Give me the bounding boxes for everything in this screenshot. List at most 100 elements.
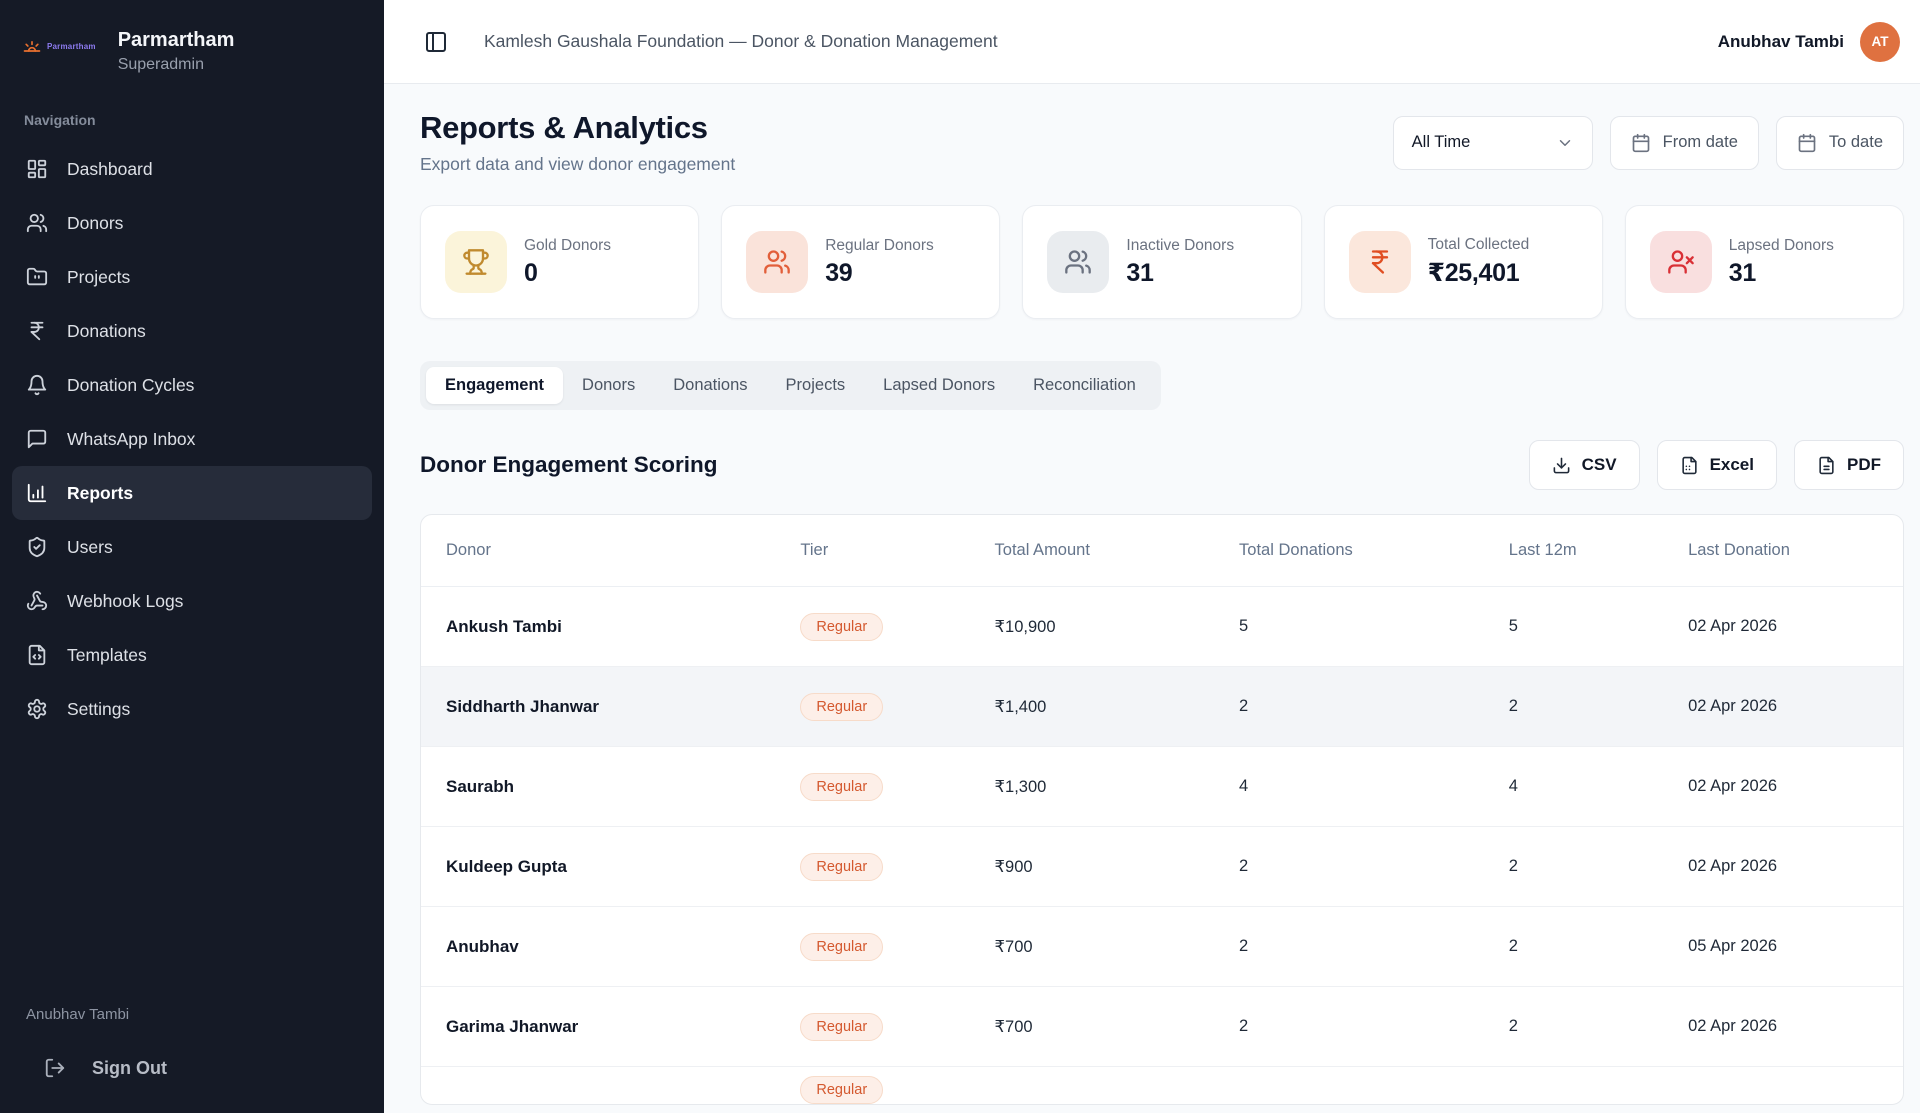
table-row[interactable]: Kuldeep Gupta Regular ₹900 2 2 02 Apr 20… [421, 827, 1903, 907]
sidebar: Parmartham Parmartham Superadmin Navigat… [0, 0, 384, 1113]
topbar-user-block[interactable]: Anubhav Tambi AT [1718, 22, 1900, 62]
tab-projects[interactable]: Projects [767, 367, 865, 404]
sidebar-item-donation-cycles[interactable]: Donation Cycles [12, 358, 372, 412]
sidebar-item-donors[interactable]: Donors [12, 196, 372, 250]
sidebar-toggle-button[interactable] [424, 29, 450, 55]
page-title-block: Reports & Analytics Export data and view… [420, 110, 735, 175]
tier-badge: Regular [800, 1013, 883, 1041]
sidebar-item-users[interactable]: Users [12, 520, 372, 574]
users-icon [26, 212, 48, 234]
tab-reconciliation[interactable]: Reconciliation [1014, 367, 1155, 404]
tab-lapsed-donors[interactable]: Lapsed Donors [864, 367, 1014, 404]
stat-card-total-collected: Total Collected ₹25,401 [1324, 205, 1603, 319]
sidebar-item-whatsapp-inbox[interactable]: WhatsApp Inbox [12, 412, 372, 466]
page-header: Reports & Analytics Export data and view… [420, 110, 1904, 175]
last-12m-cell: 2 [1509, 827, 1688, 907]
export-csv-button[interactable]: CSV [1529, 440, 1640, 490]
stat-label: Total Collected [1428, 236, 1530, 254]
rupee-icon [26, 320, 48, 342]
period-select[interactable]: All Time [1393, 116, 1593, 170]
total-donations-cell: 2 [1239, 667, 1509, 747]
table-row-partial[interactable]: Regular [421, 1067, 1903, 1105]
stat-value: 31 [1729, 259, 1834, 288]
stat-value: 39 [825, 259, 934, 288]
page-subtitle: Export data and view donor engagement [420, 154, 735, 175]
table-row[interactable]: Anubhav Regular ₹700 2 2 05 Apr 2026 [421, 907, 1903, 987]
tier-badge: Regular [800, 693, 883, 721]
gear-icon [26, 698, 48, 720]
total-amount-cell: ₹900 [995, 827, 1240, 907]
app-root: Parmartham Parmartham Superadmin Navigat… [0, 0, 1920, 1113]
calendar-icon [1631, 133, 1651, 153]
stat-card-lapsed-donors: Lapsed Donors 31 [1625, 205, 1904, 319]
stat-value: 0 [524, 259, 611, 288]
total-amount-cell: ₹700 [995, 907, 1240, 987]
user-x-icon [1650, 231, 1712, 293]
users-icon [746, 231, 808, 293]
section-title: Donor Engagement Scoring [420, 452, 718, 478]
tab-donations[interactable]: Donations [654, 367, 766, 404]
org-title: Kamlesh Gaushala Foundation — Donor & Do… [484, 31, 998, 52]
export-buttons: CSV Excel PDF [1529, 440, 1904, 490]
tier-badge: Regular [800, 773, 883, 801]
file-code-icon [26, 644, 48, 666]
sidebar-item-webhook-logs[interactable]: Webhook Logs [12, 574, 372, 628]
col-header-donor: Donor [421, 515, 800, 587]
stat-card-inactive-donors: Inactive Donors 31 [1022, 205, 1301, 319]
table-row[interactable]: Saurabh Regular ₹1,300 4 4 02 Apr 2026 [421, 747, 1903, 827]
sidebar-item-templates[interactable]: Templates [12, 628, 372, 682]
total-amount-cell: ₹700 [995, 987, 1240, 1067]
avatar[interactable]: AT [1860, 22, 1900, 62]
shield-check-icon [26, 536, 48, 558]
topbar-user-name: Anubhav Tambi [1718, 32, 1844, 52]
parmartham-logo: Parmartham [22, 36, 96, 56]
sidebar-item-projects[interactable]: Projects [12, 250, 372, 304]
col-header-tier: Tier [800, 515, 994, 587]
topbar: Kamlesh Gaushala Foundation — Donor & Do… [384, 0, 1920, 84]
sidebar-item-settings[interactable]: Settings [12, 682, 372, 736]
export-excel-button[interactable]: Excel [1657, 440, 1777, 490]
donor-name: Anubhav [446, 937, 519, 956]
last-donation-cell: 02 Apr 2026 [1688, 987, 1903, 1067]
stat-cards: Gold Donors 0 Regular Donors 39 [420, 205, 1904, 319]
sidebar-item-reports[interactable]: Reports [12, 466, 372, 520]
sign-out-button[interactable]: Sign Out [0, 1057, 384, 1079]
section-header: Donor Engagement Scoring CSV Excel PDF [420, 440, 1904, 490]
calendar-icon [1797, 133, 1817, 153]
sidebar-nav: Navigation Dashboard Donors Projects Don… [0, 84, 384, 1006]
page-content: Reports & Analytics Export data and view… [384, 84, 1920, 1105]
total-donations-cell: 2 [1239, 987, 1509, 1067]
panel-left-icon [424, 30, 448, 54]
donor-name: Ankush Tambi [446, 617, 562, 636]
chat-bubble-icon [26, 428, 48, 450]
bell-icon [26, 374, 48, 396]
stat-value: 31 [1126, 259, 1234, 288]
sidebar-item-donations[interactable]: Donations [12, 304, 372, 358]
tier-badge: Regular [800, 613, 883, 641]
stat-card-gold-donors: Gold Donors 0 [420, 205, 699, 319]
export-pdf-button[interactable]: PDF [1794, 440, 1904, 490]
last-donation-cell: 05 Apr 2026 [1688, 907, 1903, 987]
table-row[interactable]: Garima Jhanwar Regular ₹700 2 2 02 Apr 2… [421, 987, 1903, 1067]
table-row[interactable]: Ankush Tambi Regular ₹10,900 5 5 02 Apr … [421, 587, 1903, 667]
donor-name: Kuldeep Gupta [446, 857, 567, 876]
col-header-last-12m: Last 12m [1509, 515, 1688, 587]
col-header-total-donations: Total Donations [1239, 515, 1509, 587]
rupee-icon [1349, 231, 1411, 293]
total-amount-cell: ₹10,900 [995, 587, 1240, 667]
tier-badge: Regular [800, 933, 883, 961]
sidebar-item-dashboard[interactable]: Dashboard [12, 142, 372, 196]
tab-donors[interactable]: Donors [563, 367, 654, 404]
log-out-icon [44, 1057, 66, 1079]
total-amount-cell: ₹1,300 [995, 747, 1240, 827]
stat-card-regular-donors: Regular Donors 39 [721, 205, 1000, 319]
chevron-down-icon [1556, 134, 1574, 152]
sunrise-logo-icon [22, 36, 42, 56]
engagement-table-card: Donor Tier Total Amount Total Donations … [420, 514, 1904, 1105]
from-date-button[interactable]: From date [1610, 116, 1759, 170]
table-row[interactable]: Siddharth Jhanwar Regular ₹1,400 2 2 02 … [421, 667, 1903, 747]
report-tabs: Engagement Donors Donations Projects Lap… [420, 361, 1161, 410]
tab-engagement[interactable]: Engagement [426, 367, 563, 404]
to-date-button[interactable]: To date [1776, 116, 1904, 170]
sidebar-user-name: Anubhav Tambi [0, 1006, 384, 1023]
